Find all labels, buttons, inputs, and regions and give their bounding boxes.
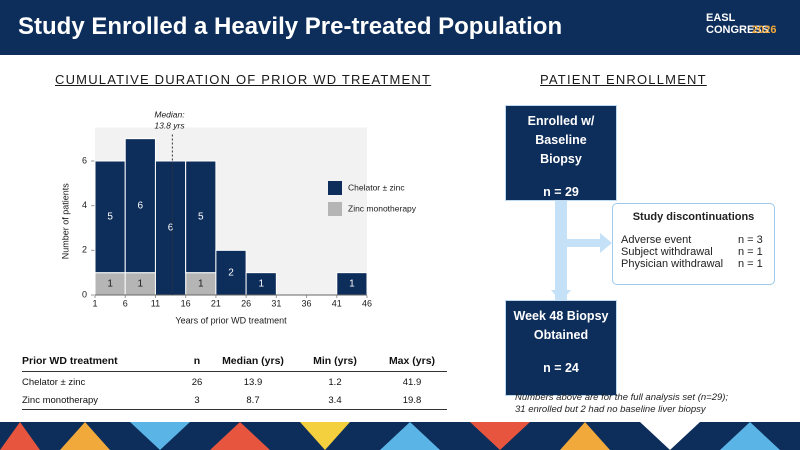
x-tick-label: 36 [302, 298, 312, 308]
flow-arrow [555, 200, 567, 300]
data-label: 1 [198, 278, 204, 289]
bar [154, 160, 187, 296]
box-text: Biopsy [540, 152, 582, 166]
disc-row: Subject withdrawal n = 1 [613, 246, 774, 258]
legend-swatch [328, 181, 342, 195]
flow-arrow [567, 239, 602, 247]
table-cell: 26 [191, 377, 203, 388]
data-label: 5 [107, 211, 113, 222]
flow-box: Week 48 Biopsy Obtained n = 24 [505, 300, 617, 396]
data-label: 2 [228, 267, 234, 278]
x-axis-label: Years of prior WD treatment [175, 315, 287, 325]
flow-box: Enrolled w/ Baseline Biopsy n = 29 [505, 105, 617, 201]
decor [60, 422, 110, 450]
x-tick-label: 6 [123, 298, 128, 308]
disc-count: n = 3 [738, 234, 763, 246]
disc-title: Study discontinuations [632, 211, 755, 223]
annotation: Median: [154, 109, 185, 119]
flow-title: PATIENT ENROLLMENT [540, 72, 707, 87]
table-cell: 41.9 [402, 377, 422, 388]
box-text: Enrolled w/ Baseline [527, 114, 595, 147]
x-tick-label: 46 [362, 298, 372, 308]
chart-title: CUMULATIVE DURATION OF PRIOR WD TREATMEN… [55, 72, 432, 87]
data-label: 6 [138, 200, 144, 211]
bar [215, 249, 247, 296]
table-header: Median (yrs) [222, 355, 284, 367]
table-cell: 19.8 [402, 395, 422, 406]
footnote-line: 31 enrolled but 2 had no baseline liver … [515, 404, 706, 415]
table-cell: Chelator ± zinc [22, 377, 86, 388]
footnote-line: Numbers above are for the full analysis … [515, 392, 729, 403]
disc-reason: Adverse event [621, 234, 692, 246]
table-header: Min (yrs) [313, 355, 357, 367]
box-n: n = 24 [543, 361, 579, 375]
slide-title: Study Enrolled a Heavily Pre-treated Pop… [18, 13, 563, 40]
data-label: 1 [107, 278, 113, 289]
data-label: 1 [258, 278, 264, 289]
disc-count: n = 1 [738, 258, 763, 270]
arrow-head [551, 290, 571, 302]
table-cell: Zinc monotherapy [22, 395, 99, 406]
disc-row: Adverse event n = 3 [613, 234, 774, 246]
box-text: Week 48 Biopsy [513, 309, 609, 323]
table-cell: 13.9 [243, 377, 263, 388]
decor [470, 422, 530, 450]
x-tick-label: 1 [92, 298, 97, 308]
x-tick-label: 26 [241, 298, 251, 308]
summary-table: Prior WD treatment n Median (yrs) Min (yrs)… [22, 352, 447, 410]
table-rule [22, 409, 447, 410]
arrow-head [600, 233, 612, 253]
logo-year: 2026 [752, 24, 777, 36]
logo: EASL CONGRESS [706, 12, 769, 36]
footnote: Numbers above are for the full analysis … [515, 392, 728, 416]
decor [640, 422, 700, 450]
table-rule [22, 371, 447, 372]
disc-row: Physician withdrawal n = 1 [613, 258, 774, 270]
data-label: 1 [138, 278, 144, 289]
x-tick-label: 21 [211, 298, 221, 308]
y-tick-label: 4 [82, 200, 87, 210]
legend-label: Zinc monotherapy [348, 203, 417, 213]
bar [94, 160, 126, 274]
x-tick-label: 16 [181, 298, 191, 308]
decor [560, 422, 610, 450]
data-label: 6 [168, 223, 174, 234]
decor [0, 422, 40, 450]
x-tick-label: 11 [151, 298, 160, 308]
decor [380, 422, 440, 450]
box-n: n = 29 [543, 185, 579, 199]
legend-label: Chelator ± zinc [348, 182, 405, 192]
data-label: 1 [349, 278, 355, 289]
decor [210, 422, 270, 450]
discontinuation-box: Study discontinuations Adverse event n = … [612, 203, 775, 285]
table-cell: 1.2 [328, 377, 342, 388]
table-cell: 8.7 [246, 395, 260, 406]
bar [185, 160, 217, 274]
table-header: Prior WD treatment [22, 355, 118, 367]
header-bar [0, 0, 800, 55]
x-tick-label: 31 [271, 298, 281, 308]
annotation: 13.8 yrs [154, 120, 185, 130]
decor [720, 422, 780, 450]
y-tick-label: 6 [82, 155, 87, 165]
box-text: Obtained [533, 328, 589, 342]
decor [130, 422, 190, 450]
disc-reason: Subject withdrawal [621, 246, 713, 258]
disc-count: n = 1 [738, 246, 763, 258]
y-tick-label: 2 [82, 245, 87, 255]
decor-strip [0, 422, 800, 450]
data-label: 5 [198, 211, 204, 222]
table-header: n [193, 355, 201, 367]
legend-swatch [328, 202, 342, 216]
table-cell: 3.4 [328, 395, 342, 406]
disc-reason: Physician withdrawal [621, 258, 724, 270]
table-cell: 3 [194, 395, 200, 406]
y-tick-label: 0 [82, 289, 87, 299]
decor [300, 422, 350, 450]
y-axis-label: Number of patients [60, 183, 70, 260]
x-tick-label: 41 [332, 298, 342, 308]
table-header: Max (yrs) [388, 355, 436, 367]
